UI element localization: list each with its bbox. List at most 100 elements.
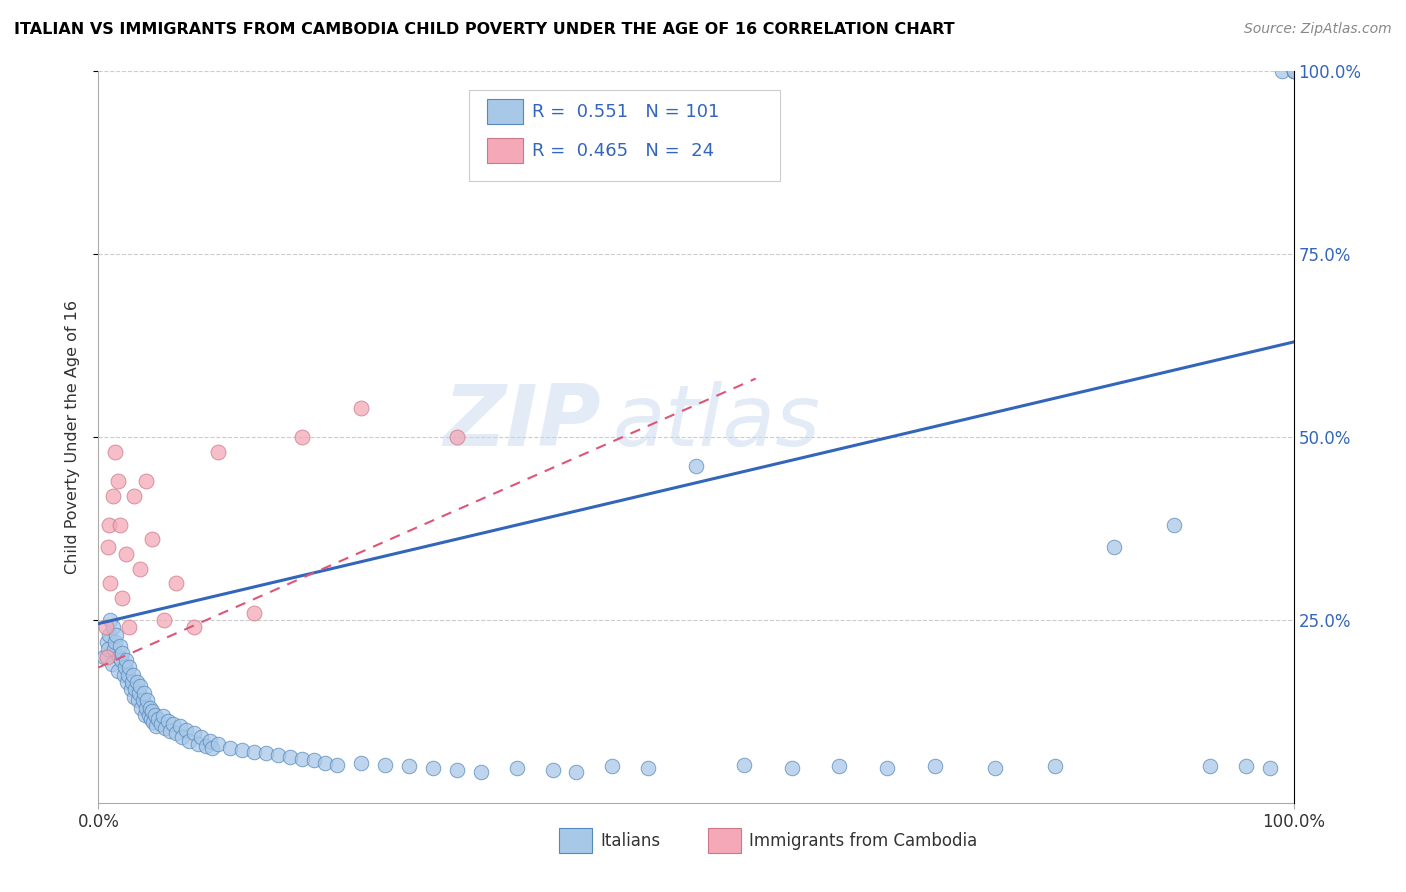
Point: [142, 715, 165, 730]
Point: [278, 749, 301, 764]
Point: [128, 686, 150, 700]
Point: [183, 726, 205, 740]
Point: [96, 635, 118, 649]
Point: [152, 709, 174, 723]
Point: [153, 613, 176, 627]
Point: [111, 591, 134, 605]
Point: [350, 401, 373, 415]
Point: [100, 657, 122, 671]
Point: [120, 682, 142, 697]
Point: [103, 642, 125, 657]
Point: [98, 576, 122, 591]
Point: [183, 620, 205, 634]
Point: [135, 700, 157, 714]
Point: [155, 721, 177, 735]
Point: [243, 606, 266, 620]
Point: [876, 761, 898, 775]
Point: [446, 430, 468, 444]
Point: [506, 761, 529, 775]
Point: [127, 693, 149, 707]
Point: [1234, 759, 1257, 773]
Point: [93, 649, 115, 664]
Point: [243, 745, 266, 759]
Point: [132, 686, 155, 700]
Bar: [486, 99, 523, 124]
Point: [924, 759, 946, 773]
Point: [326, 757, 349, 772]
Point: [350, 756, 373, 770]
Point: [219, 740, 242, 755]
Point: [98, 517, 121, 532]
Point: [149, 716, 172, 731]
Point: [984, 761, 1007, 775]
Point: [201, 740, 224, 755]
Bar: [709, 828, 741, 853]
Point: [565, 765, 588, 780]
Text: Immigrants from Cambodia: Immigrants from Cambodia: [748, 832, 977, 850]
Y-axis label: Child Poverty Under the Age of 16: Child Poverty Under the Age of 16: [65, 300, 80, 574]
Point: [302, 753, 325, 767]
Point: [190, 730, 212, 744]
Point: [685, 459, 707, 474]
Point: [117, 667, 139, 681]
Point: [145, 719, 167, 733]
Point: [107, 649, 129, 664]
Point: [169, 719, 191, 733]
Point: [115, 675, 138, 690]
Text: Source: ZipAtlas.com: Source: ZipAtlas.com: [1244, 22, 1392, 37]
Point: [138, 708, 160, 723]
Bar: [558, 828, 592, 853]
Point: [129, 562, 152, 576]
Point: [107, 474, 129, 488]
Point: [1104, 540, 1126, 554]
Point: [1043, 759, 1066, 773]
Point: [231, 743, 253, 757]
Point: [780, 761, 803, 775]
Text: R =  0.465   N =  24: R = 0.465 N = 24: [533, 142, 714, 160]
Point: [111, 646, 134, 660]
Bar: [486, 138, 523, 163]
Point: [541, 763, 564, 777]
Point: [131, 700, 153, 714]
Point: [1282, 64, 1305, 78]
Point: [165, 726, 187, 740]
Point: [118, 620, 141, 634]
Point: [198, 733, 221, 747]
Point: [139, 712, 162, 726]
Point: [637, 761, 659, 775]
Point: [124, 682, 146, 697]
Point: [1282, 64, 1305, 78]
Point: [1258, 761, 1281, 775]
Point: [1163, 517, 1185, 532]
Text: Italians: Italians: [600, 832, 661, 850]
Point: [1199, 759, 1222, 773]
Text: R =  0.551   N = 101: R = 0.551 N = 101: [533, 103, 720, 121]
Point: [602, 759, 624, 773]
Point: [159, 724, 181, 739]
Text: ITALIAN VS IMMIGRANTS FROM CAMBODIA CHILD POVERTY UNDER THE AGE OF 16 CORRELATIO: ITALIAN VS IMMIGRANTS FROM CAMBODIA CHIL…: [14, 22, 955, 37]
Point: [254, 746, 277, 760]
Point: [207, 737, 229, 751]
Point: [148, 712, 170, 726]
FancyBboxPatch shape: [470, 90, 780, 181]
Point: [101, 489, 124, 503]
Text: ZIP: ZIP: [443, 381, 600, 464]
Point: [96, 649, 118, 664]
Point: [179, 733, 201, 747]
Point: [162, 716, 184, 731]
Point: [124, 690, 146, 704]
Point: [141, 533, 163, 547]
Point: [134, 708, 156, 723]
Point: [1282, 64, 1305, 78]
Point: [143, 708, 166, 723]
Point: [187, 737, 209, 751]
Point: [828, 759, 851, 773]
Point: [374, 757, 396, 772]
Point: [124, 489, 146, 503]
Point: [101, 620, 124, 634]
Point: [129, 679, 152, 693]
Point: [315, 756, 337, 770]
Point: [94, 620, 117, 634]
Point: [114, 660, 136, 674]
Point: [139, 700, 162, 714]
